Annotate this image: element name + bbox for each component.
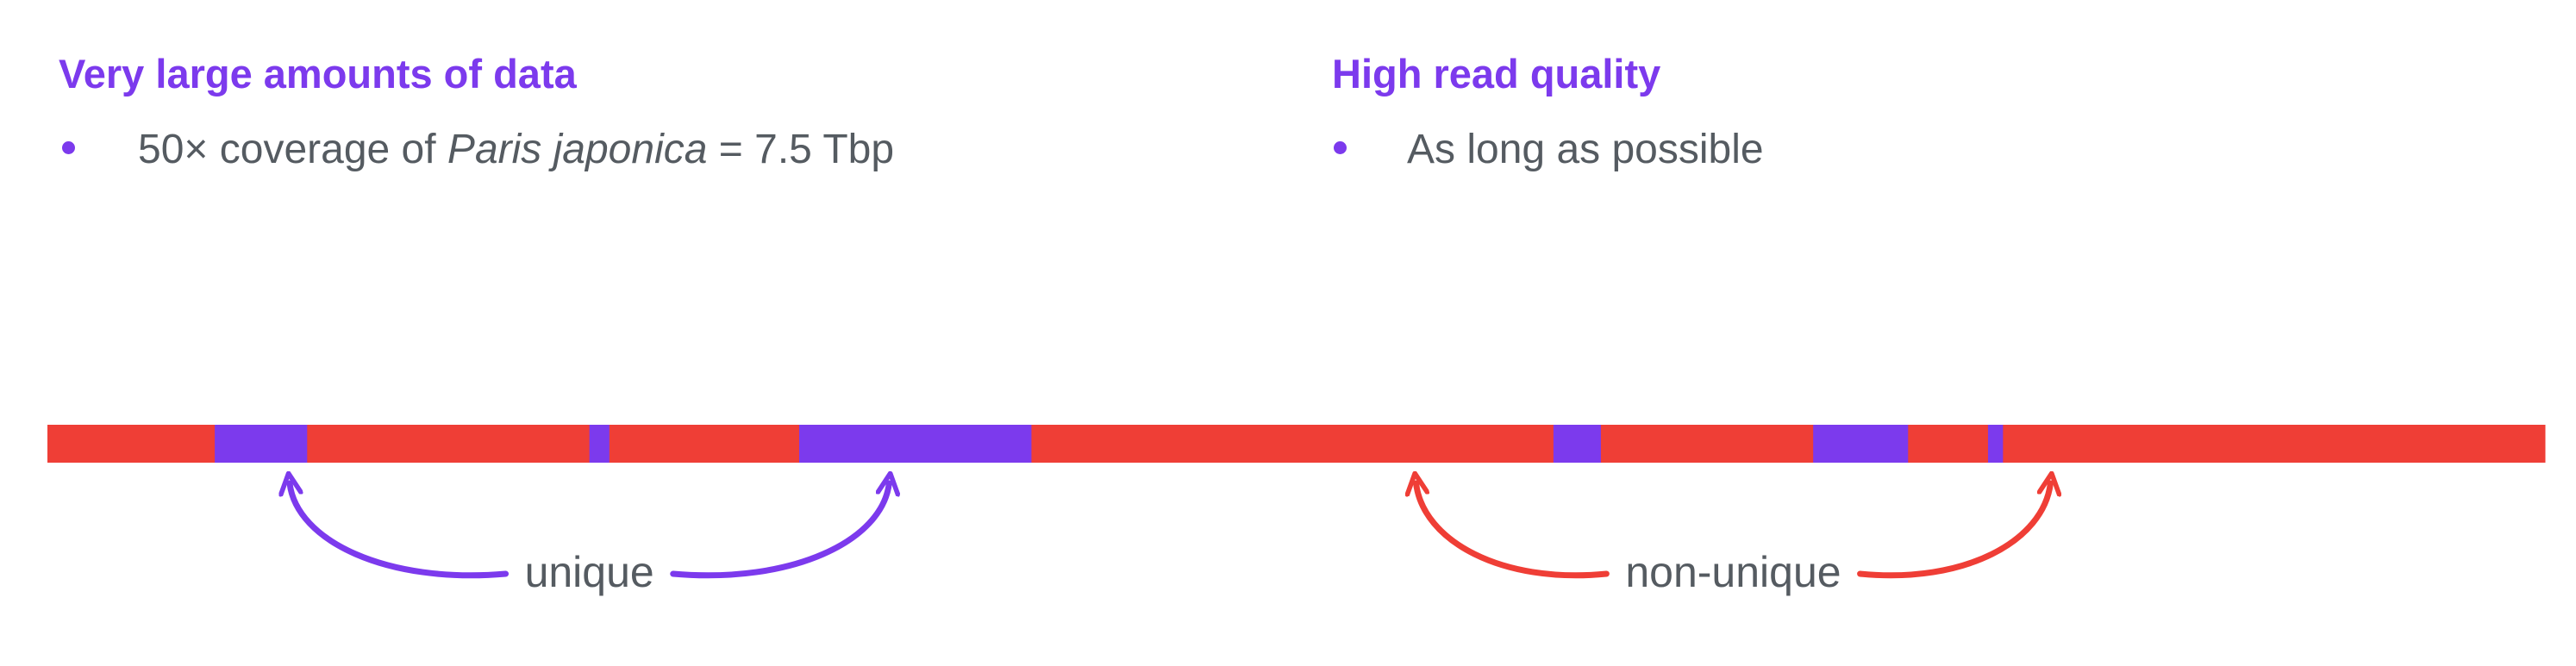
non-unique-segment: [1600, 425, 1814, 463]
callouts: unique non-unique: [290, 483, 2050, 596]
unique-label: unique: [525, 548, 654, 596]
unique-segment: [1553, 425, 1602, 463]
coverage-prefix: 50× coverage of: [138, 127, 447, 172]
bullet-dot-icon: [62, 141, 75, 154]
non-unique-segment: [609, 425, 800, 463]
non-unique-segment: [1031, 425, 1554, 463]
non-unique-label: non-unique: [1625, 548, 1841, 596]
bullet-dot-icon: [1334, 141, 1347, 154]
unique-segment: [589, 425, 610, 463]
bullet-coverage-text: 50× coverage of Paris japonica = 7.5 Tbp: [138, 129, 894, 171]
non-unique-segment: [2003, 425, 2546, 463]
non-unique-segment: [1908, 425, 1989, 463]
unique-segment: [798, 425, 1032, 463]
genome-bar: [47, 425, 2546, 463]
non-unique-arrow-left: [1416, 483, 1610, 579]
coverage-suffix: = 7.5 Tbp: [707, 127, 895, 172]
unique-arrow-left: [290, 483, 510, 579]
bullet-read-length-text: As long as possible: [1407, 127, 1764, 172]
non-unique-segment: [307, 425, 591, 463]
species-name: Paris japonica: [447, 127, 708, 172]
heading-read-quality: High read quality: [1332, 51, 1661, 96]
non-unique-arrow-right: [1857, 483, 2051, 579]
unique-segment: [1813, 425, 1909, 463]
unique-segment: [215, 425, 308, 463]
unique-segment: [1987, 425, 2004, 463]
heading-large-data: Very large amounts of data: [59, 51, 577, 96]
non-unique-segment: [47, 425, 216, 463]
unique-arrow-right: [670, 483, 890, 579]
